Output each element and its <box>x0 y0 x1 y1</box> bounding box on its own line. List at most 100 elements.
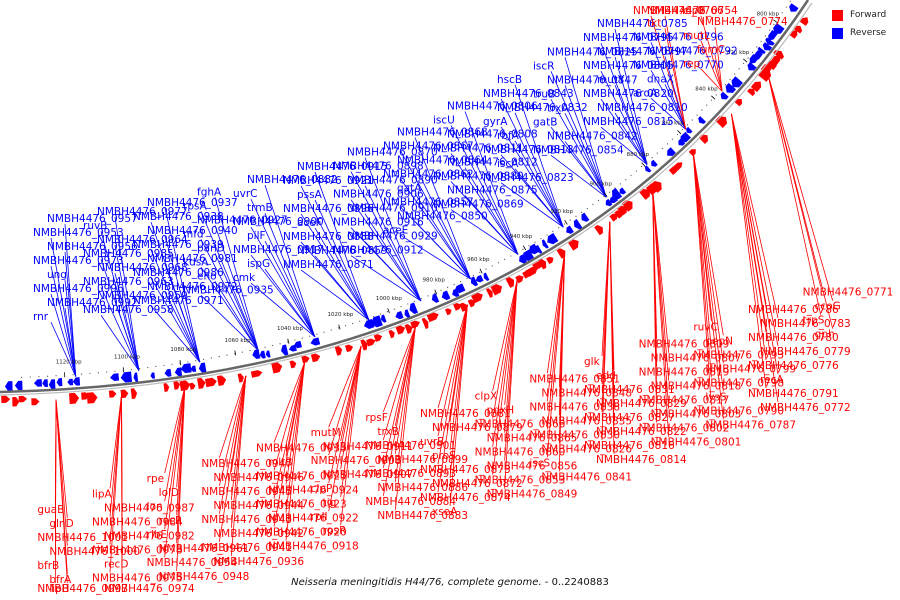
legend-forward-label: Forward <box>850 10 887 20</box>
gene-label: NMBH4476_0801 <box>651 437 742 449</box>
scale-dot <box>534 241 536 243</box>
scale-dot <box>393 308 395 310</box>
scale-dot <box>497 262 500 264</box>
scale-dot <box>630 174 632 176</box>
label-leader-line <box>600 126 648 165</box>
gene-label: NMBH4476_0918 <box>268 541 359 553</box>
scale-dot <box>407 303 409 305</box>
gene-label: xseA <box>432 506 458 518</box>
scale-dot <box>106 371 108 373</box>
gene-label: NMBH4476_0997 <box>37 583 128 595</box>
gene-label: NMBH4476_0796 <box>633 31 724 43</box>
gene-label: NMBH4476_0910 <box>347 203 438 215</box>
reverse-gene-arrow <box>573 219 583 230</box>
scale-dot <box>681 129 684 131</box>
label-leader-line <box>164 291 201 363</box>
scale-tick <box>603 192 608 197</box>
reverse-gene-arrow <box>547 232 559 245</box>
label-leader-line <box>328 345 362 484</box>
gene-label: NMBH4476_0886 <box>377 482 468 494</box>
scale-dot <box>619 183 621 185</box>
gene-label: aroA <box>633 87 658 99</box>
forward-gene-arrow <box>410 320 421 329</box>
label-leader-line <box>464 111 519 255</box>
gene-label: NMBH4476_0890 <box>347 175 438 187</box>
scale-dot <box>179 362 181 364</box>
label-leader-line <box>200 239 259 351</box>
gene-label: NMBH4476_0848 <box>541 387 632 399</box>
scale-dot <box>359 320 361 322</box>
scale-dot <box>691 119 693 121</box>
gene-label: gyrA <box>483 116 508 128</box>
scale-tick-label: 900 kbp <box>590 182 613 188</box>
scale-dot <box>366 318 368 320</box>
label-leader-line <box>400 151 471 280</box>
gene-label: NMBH4476_0956 <box>47 241 138 253</box>
scale-dot <box>696 114 698 116</box>
reverse-gene-arrow <box>252 349 261 360</box>
scale-dot <box>453 283 455 286</box>
label-leader-line <box>394 326 416 482</box>
gene-label: NMBH4476_0842 <box>547 130 638 142</box>
scale-tick <box>179 360 182 366</box>
label-leader-line <box>564 57 607 198</box>
scale-dot <box>540 238 542 240</box>
gene-label: NMBH4476_0938 <box>133 211 224 223</box>
label-leader-line <box>437 304 468 409</box>
scale-dot <box>379 313 382 315</box>
gene-label: NMBH4476_0873 <box>420 464 511 476</box>
reverse-gene-arrow <box>644 165 652 173</box>
gene-label: bfrB <box>37 560 59 572</box>
scale-tick-label: 1080 kbp <box>170 347 196 353</box>
reverse-gene-arrow <box>475 274 484 283</box>
gene-label: NMBH4476_0754 <box>647 5 738 17</box>
label-leader-line <box>546 252 565 458</box>
gene-label: NMBH4476_0869 <box>433 199 524 211</box>
label-leader-line <box>714 54 723 92</box>
reverse-gene-arrow <box>762 42 773 51</box>
gene-label: NMBH4476_0957 <box>47 213 138 225</box>
gene-label: mutY <box>597 74 625 86</box>
label-leader-line <box>114 245 140 371</box>
label-leader-line <box>364 157 422 302</box>
forward-gene-arrow <box>453 302 462 311</box>
gene-label: pdxH <box>487 405 514 417</box>
label-leader-line <box>250 226 316 338</box>
scale-tick-label: 1060 kbp <box>225 338 251 344</box>
reverse-gene-arrow <box>731 76 743 88</box>
gene-label: NMBH4476_0971 <box>133 295 224 307</box>
scale-dot <box>760 40 762 43</box>
gene-label: rbfA <box>497 130 520 142</box>
gene-label: NMBH4476_0827 <box>584 412 675 424</box>
forward-gene-arrow <box>289 360 297 369</box>
scale-dot <box>777 18 779 20</box>
scale-dot <box>440 289 442 291</box>
gene-label: NMBH4476_0832 <box>497 102 588 114</box>
reverse-gene-arrow <box>698 116 706 124</box>
gene-label: clpX <box>475 391 498 403</box>
gene-label: NMBH4476_0879 <box>432 422 523 434</box>
forward-gene-arrow <box>609 213 618 222</box>
label-leader-line <box>464 167 519 255</box>
label-leader-line <box>218 375 247 514</box>
reverse-gene-arrow <box>42 379 48 388</box>
scale-dot <box>466 277 468 280</box>
reverse-gene-arrow <box>441 290 451 301</box>
scale-dot <box>671 138 674 140</box>
gene-label: rpsA <box>183 200 207 212</box>
scale-dot <box>308 335 311 337</box>
gene-features <box>1 3 809 407</box>
scale-dot <box>646 161 648 163</box>
label-leader-line <box>500 98 564 228</box>
gene-label: NMBH4476_0843 <box>483 88 574 100</box>
gene-label: NMBH4476_0974 <box>104 583 195 595</box>
gene-label: glnD <box>49 518 73 530</box>
scale-tick-label: 960 kbp <box>467 257 490 263</box>
label-leader-line <box>328 345 362 456</box>
gene-label: NMBH4476_0978 <box>92 545 183 557</box>
label-leader-line <box>218 375 247 458</box>
gene-label: NMBH4476_0853 <box>475 475 566 487</box>
reverse-swatch <box>832 27 843 39</box>
forward-gene-arrow <box>546 256 554 265</box>
gene-label: mltB <box>268 457 292 469</box>
